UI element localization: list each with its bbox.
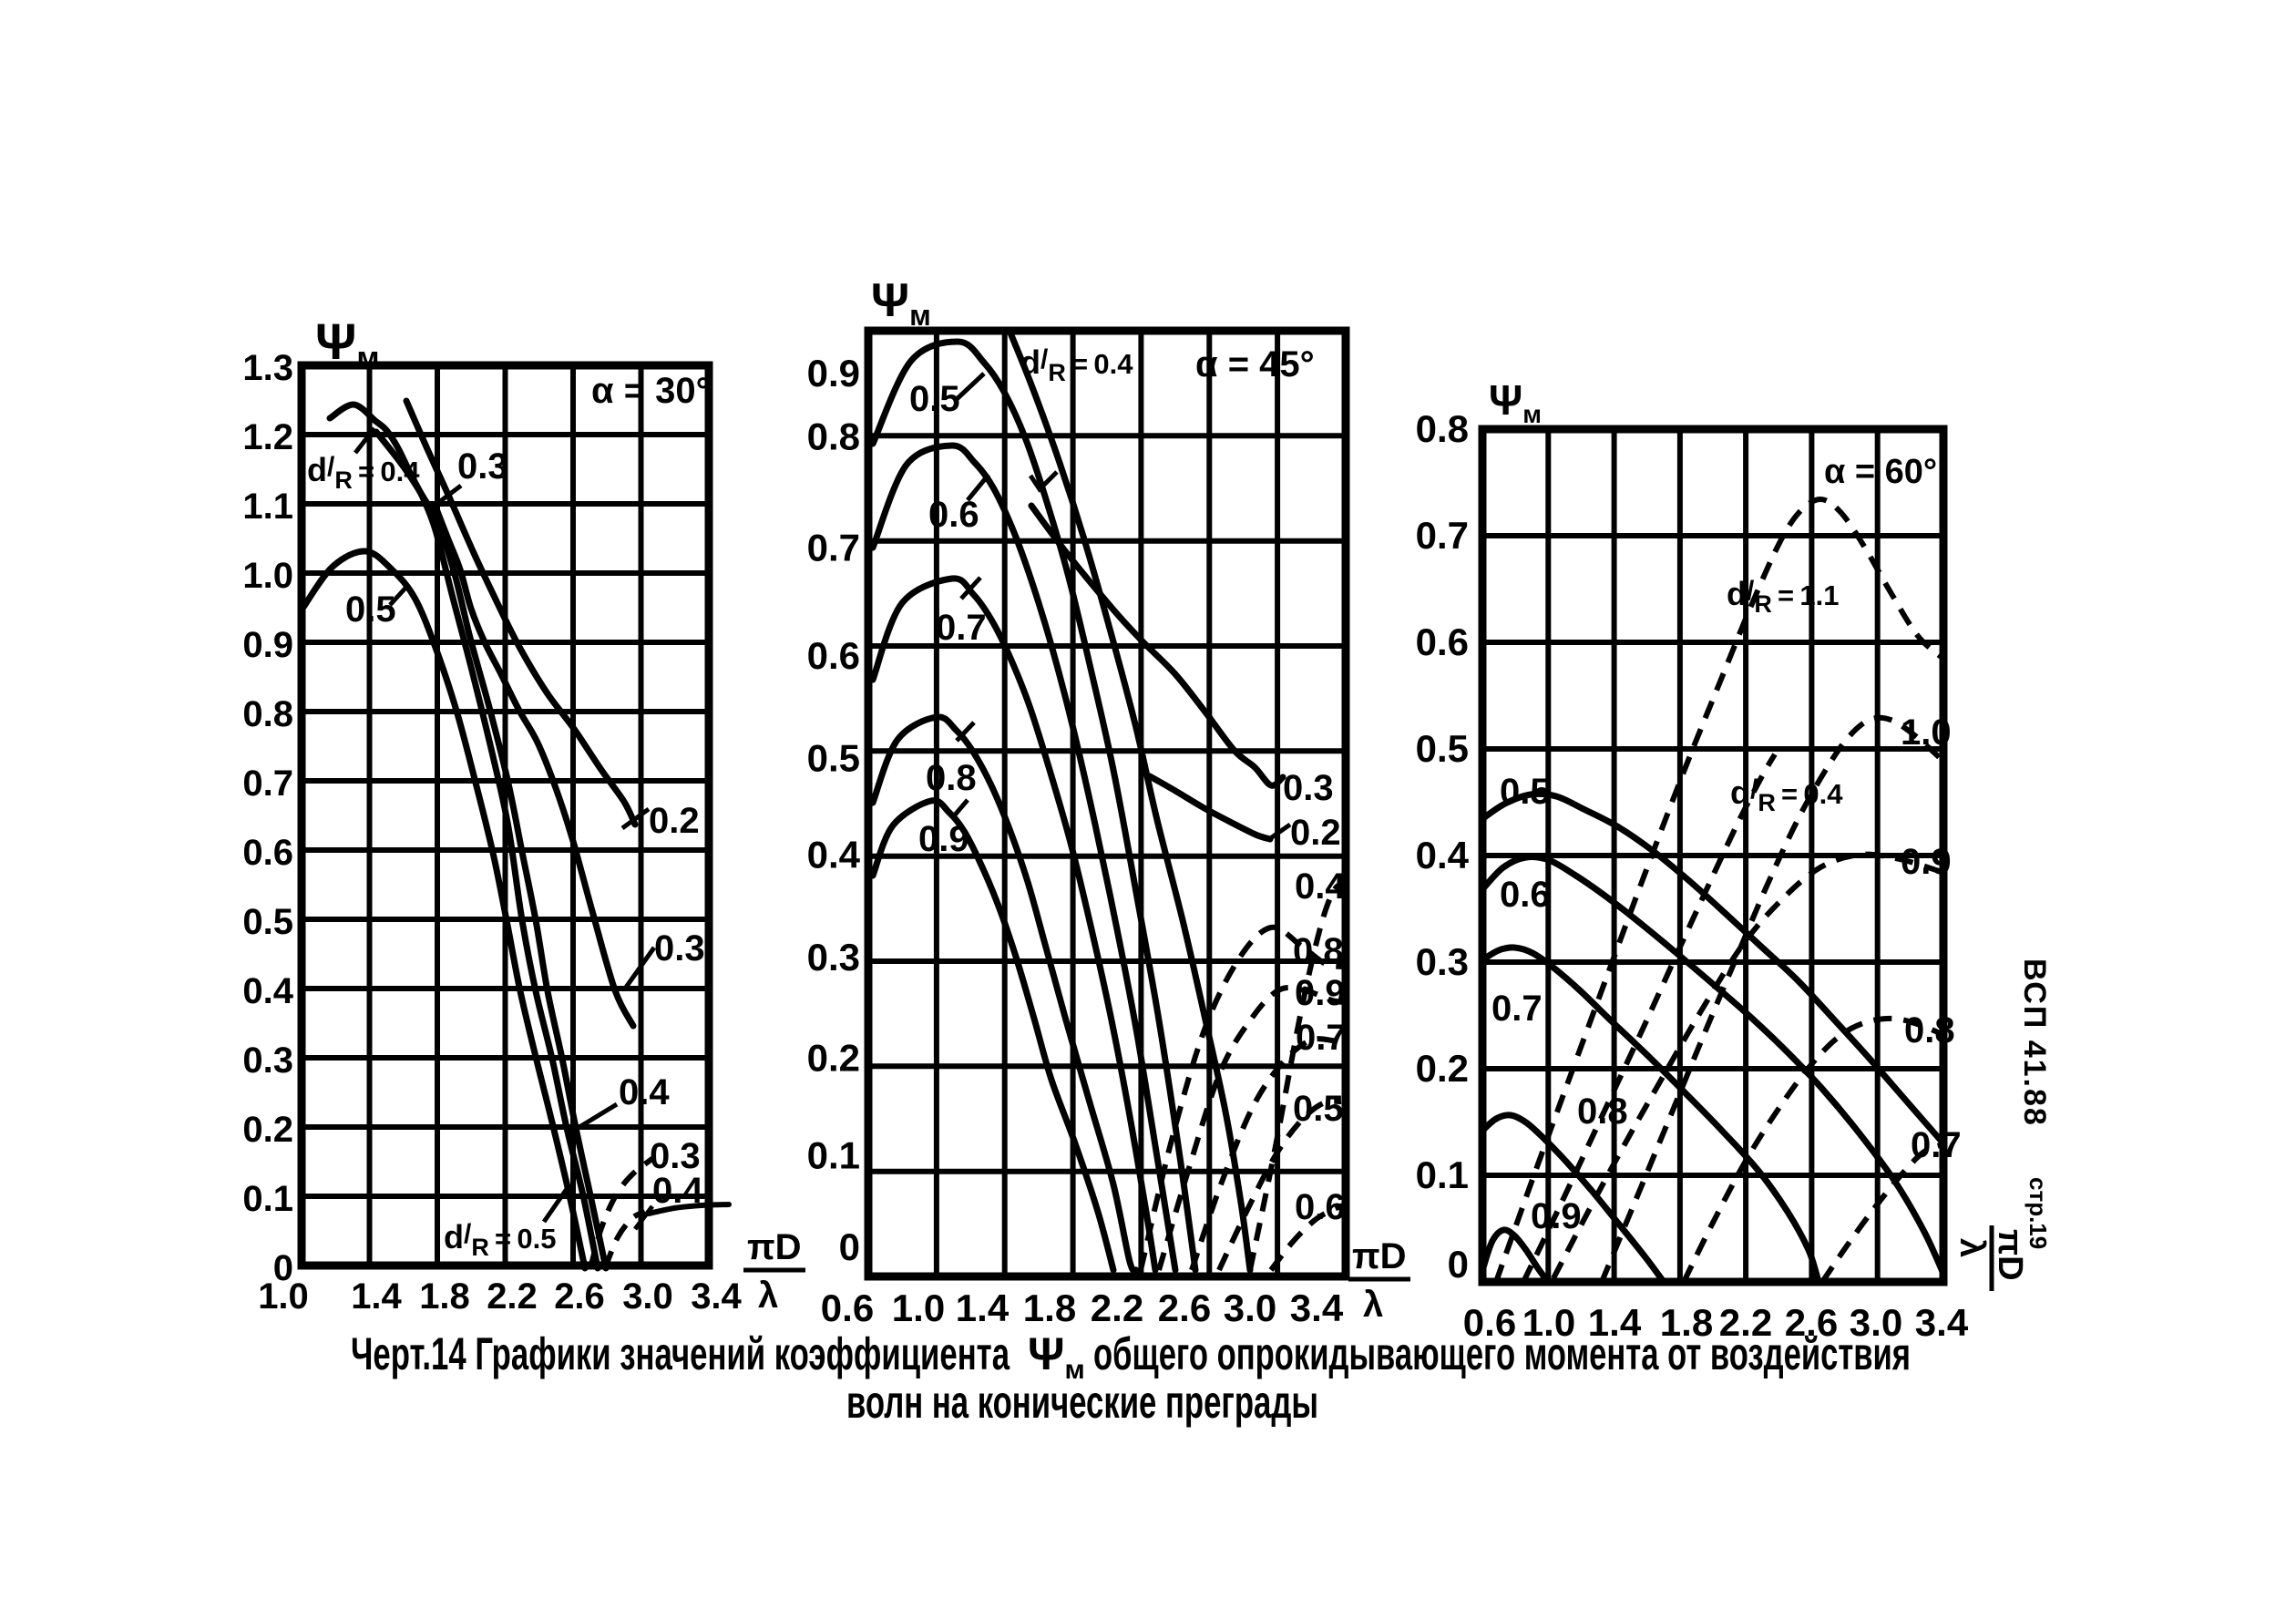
svg-text:0.7: 0.7 [936,608,987,648]
svg-text:0.1: 0.1 [807,1134,860,1177]
svg-text:0.4: 0.4 [242,971,293,1011]
svg-text:0.4: 0.4 [1416,834,1470,876]
svg-text:3.4: 3.4 [1290,1286,1344,1329]
svg-text:0.1: 0.1 [242,1179,293,1219]
svg-text:0.3: 0.3 [654,928,705,968]
svg-text:0.5: 0.5 [909,379,960,419]
svg-text:3.0: 3.0 [1850,1301,1902,1344]
svg-text:0.7: 0.7 [1416,514,1469,557]
svg-text:1.4: 1.4 [956,1286,1010,1329]
svg-text:3.4: 3.4 [1915,1301,1969,1344]
svg-text:0.7: 0.7 [807,527,860,569]
svg-text:3.0: 3.0 [622,1276,673,1317]
svg-text:1.8: 1.8 [1023,1286,1076,1329]
svg-text:0.2: 0.2 [1290,813,1341,853]
svg-text:πD: πD [747,1227,802,1267]
svg-text:0.8: 0.8 [926,758,977,798]
svg-text:0.2: 0.2 [807,1036,860,1079]
svg-text:d/R = 0.4: d/R = 0.4 [307,451,420,494]
svg-text:1.4: 1.4 [1588,1301,1642,1344]
svg-text:1.3: 1.3 [242,348,293,388]
svg-text:2.6: 2.6 [1785,1301,1838,1344]
svg-text:0.8: 0.8 [242,694,293,734]
svg-text:λ: λ [758,1276,778,1316]
svg-text:Ψм: Ψм [1489,376,1542,428]
svg-text:3.0: 3.0 [1224,1286,1276,1329]
svg-text:0.6: 0.6 [1500,875,1551,915]
svg-text:общего опрокидывающего момента: общего опрокидывающего момента от воздей… [1093,1328,1911,1379]
svg-text:0.8: 0.8 [1904,1010,1955,1050]
svg-text:0.3: 0.3 [1283,768,1334,808]
svg-text:3.4: 3.4 [691,1276,742,1317]
svg-text:0.8: 0.8 [1416,407,1469,450]
svg-text:0: 0 [1448,1243,1469,1286]
svg-text:0.5: 0.5 [242,902,293,942]
svg-text:Ψм: Ψм [1028,1328,1085,1385]
svg-text:0.8: 0.8 [807,415,860,457]
svg-text:0.3: 0.3 [650,1136,701,1176]
svg-text:0.5: 0.5 [345,589,396,630]
svg-text:λ: λ [1953,1238,1991,1257]
svg-text:ВСП 41.88: ВСП 41.88 [2017,958,2052,1127]
svg-text:2.2: 2.2 [1091,1286,1143,1329]
svg-text:1.1: 1.1 [242,487,293,527]
svg-text:1.8: 1.8 [1660,1301,1713,1344]
svg-text:2.6: 2.6 [1158,1286,1211,1329]
svg-text:α = 45°: α = 45° [1195,344,1315,384]
svg-text:волн на конические преграды: волн на конические преграды [846,1377,1318,1428]
svg-text:0.6: 0.6 [928,495,979,535]
svg-text:1.0: 1.0 [258,1276,309,1317]
svg-text:d/R = 0.4: d/R = 0.4 [1020,343,1133,386]
svg-text:λ: λ [1363,1285,1383,1325]
svg-text:1.2: 1.2 [242,417,293,457]
svg-text:0.6: 0.6 [807,634,860,677]
svg-text:0.3: 0.3 [242,1040,293,1081]
svg-text:0.4: 0.4 [619,1072,670,1112]
svg-text:0.5: 0.5 [807,736,860,779]
svg-text:2.2: 2.2 [1719,1301,1772,1344]
svg-text:1.0: 1.0 [1522,1301,1575,1344]
svg-text:0.2: 0.2 [1416,1047,1469,1090]
svg-text:1.8: 1.8 [419,1276,470,1317]
svg-text:Ψм: Ψм [315,313,379,375]
svg-text:0.4: 0.4 [807,834,861,876]
svg-text:1.0: 1.0 [242,556,293,596]
svg-text:0.7: 0.7 [242,764,293,804]
svg-text:0.7: 0.7 [1491,989,1543,1029]
svg-text:d/R = 0.4: d/R = 0.4 [1730,774,1843,816]
svg-text:0.9: 0.9 [242,625,293,665]
svg-text:0.6: 0.6 [821,1286,874,1329]
svg-text:1.4: 1.4 [351,1276,402,1317]
svg-text:0.3: 0.3 [1416,940,1469,983]
svg-text:0: 0 [839,1225,860,1268]
svg-text:стр.19: стр.19 [2024,1177,2052,1249]
svg-text:Черт.14 Графики значений коэфф: Черт.14 Графики значений коэффициента [351,1328,1010,1379]
svg-text:0.2: 0.2 [649,801,700,841]
svg-text:0: 0 [273,1248,293,1288]
svg-text:d/R = 0.5: d/R = 0.5 [444,1218,556,1261]
svg-text:2.6: 2.6 [554,1276,605,1317]
svg-text:d/R = 1.1: d/R = 1.1 [1727,575,1839,618]
svg-text:0.5: 0.5 [1416,727,1469,770]
svg-text:α = 30°: α = 30° [591,371,711,411]
svg-text:0.9: 0.9 [807,352,860,395]
svg-text:0.6: 0.6 [242,833,293,873]
svg-text:0.2: 0.2 [242,1110,293,1150]
svg-text:πD: πD [1991,1229,2029,1281]
svg-text:0.3: 0.3 [807,936,860,979]
svg-text:πD: πD [1352,1236,1407,1276]
svg-text:0.6: 0.6 [1416,620,1469,663]
svg-text:1.0: 1.0 [892,1286,945,1329]
svg-text:0.3: 0.3 [457,446,508,487]
svg-text:α = 60°: α = 60° [1824,453,1937,491]
svg-text:2.2: 2.2 [487,1276,538,1317]
svg-text:0.6: 0.6 [1463,1301,1516,1344]
svg-text:0.1: 0.1 [1416,1153,1469,1196]
